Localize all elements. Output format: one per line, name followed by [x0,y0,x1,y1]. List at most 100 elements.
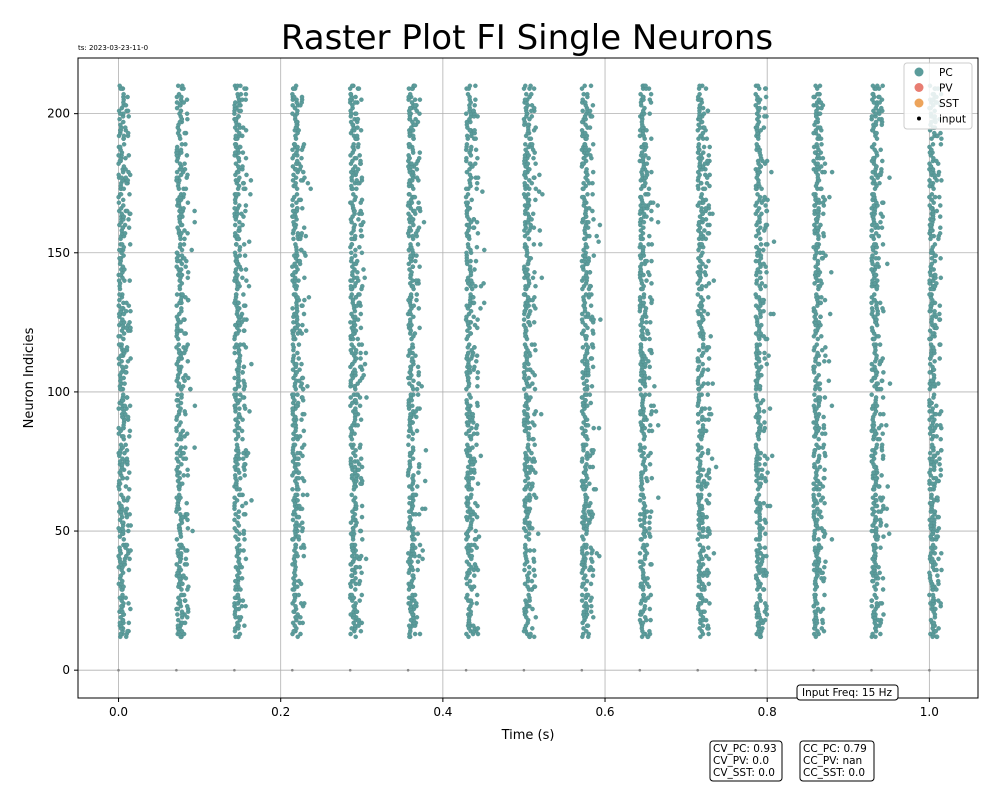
spike-dot [586,256,592,261]
spike-dot [240,503,245,509]
spike-dot [531,456,536,461]
spike-dot [182,228,187,233]
spike-dot [821,231,826,236]
spike-dot [644,475,649,481]
spike-dot [469,197,474,203]
spike-dot [123,364,129,370]
spike-dot [588,500,593,506]
spike-dot [762,105,768,111]
spike-dot [127,487,132,492]
spike-dot [409,161,414,166]
spike-dot [472,364,477,370]
spike-dot [237,244,243,250]
spike-dot [178,147,184,153]
spike-dot [119,359,124,364]
spike-dot [472,322,478,328]
spike-dot [117,297,122,303]
spike-dot [647,97,653,102]
spike-dot [582,142,588,147]
spike-dot [301,542,306,548]
spike-dot [420,556,425,562]
spike-dot [174,562,179,567]
spike-dot [651,403,656,409]
spike-dot [475,370,481,375]
spike-dot [763,86,769,91]
spike-dot [702,270,708,275]
spike-dot [526,531,532,537]
spike-dot [234,192,239,197]
spike-dot [182,130,187,136]
spike-dot [298,178,304,183]
spike-dot [242,623,247,628]
spike-dot [174,495,179,500]
spike-dot [353,100,358,105]
spike-dot [349,242,355,247]
spike-dot [533,409,539,414]
spike-dot [296,578,302,584]
spike-dot [185,231,190,236]
spike-dot [243,155,249,161]
spike-dot [759,467,765,473]
spike-dot [646,192,651,197]
spike-dot [414,175,420,180]
spike-dot [475,175,481,180]
spike-dot [123,125,128,130]
spike-dot [647,364,652,370]
spike-dot [473,528,478,534]
spike-dot [412,631,418,637]
spike-dot [706,153,712,158]
spike-dot [650,200,656,205]
spike-dot [126,567,132,573]
spike-dot [697,542,703,548]
spike-dot [297,367,302,372]
spike-dot [706,356,712,361]
spike-dot [243,267,249,272]
spike-dot [406,551,411,556]
spike-dot [701,144,707,150]
spike-dot [243,500,249,506]
spike-dot [754,142,759,147]
spike-dot [522,264,527,269]
spike-dot [878,631,883,637]
spike-dot [526,320,532,325]
spike-dot [181,206,186,211]
spike-dot [475,375,480,381]
spike-dot [353,247,358,253]
spike-dot [353,111,359,116]
spike-dot [474,601,479,606]
spike-dot [637,498,643,503]
spike-dot [531,556,536,562]
spike-dot [528,136,534,141]
spike-dot [175,617,181,623]
spike-dot [696,219,702,225]
spike-dot [523,83,528,89]
spike-dot [186,584,191,589]
spike-dot [353,94,358,100]
spike-dot [468,258,473,264]
spike-dot [817,464,823,470]
spike-dot [588,556,594,562]
spike-dot [302,411,307,417]
spike-dot [584,167,589,172]
spike-dot [292,142,298,147]
spike-dot [416,553,422,559]
spike-dot [410,264,416,269]
spike-dot [412,194,418,200]
spike-dot [579,425,585,431]
spike-dot [242,86,247,91]
spike-dot [183,556,189,562]
spike-dot [816,436,821,442]
spike-dot [580,370,585,375]
spike-dot [177,161,183,166]
spike-dot [236,114,241,119]
spike-dot [290,342,296,347]
spike-dot [703,86,709,91]
spike-dot [586,206,592,211]
spike-dot [125,108,131,114]
spike-dot [589,342,595,347]
spike-dot [240,436,245,442]
spike-dot [644,509,650,514]
spike-dot [521,526,527,531]
spike-dot [753,442,759,448]
